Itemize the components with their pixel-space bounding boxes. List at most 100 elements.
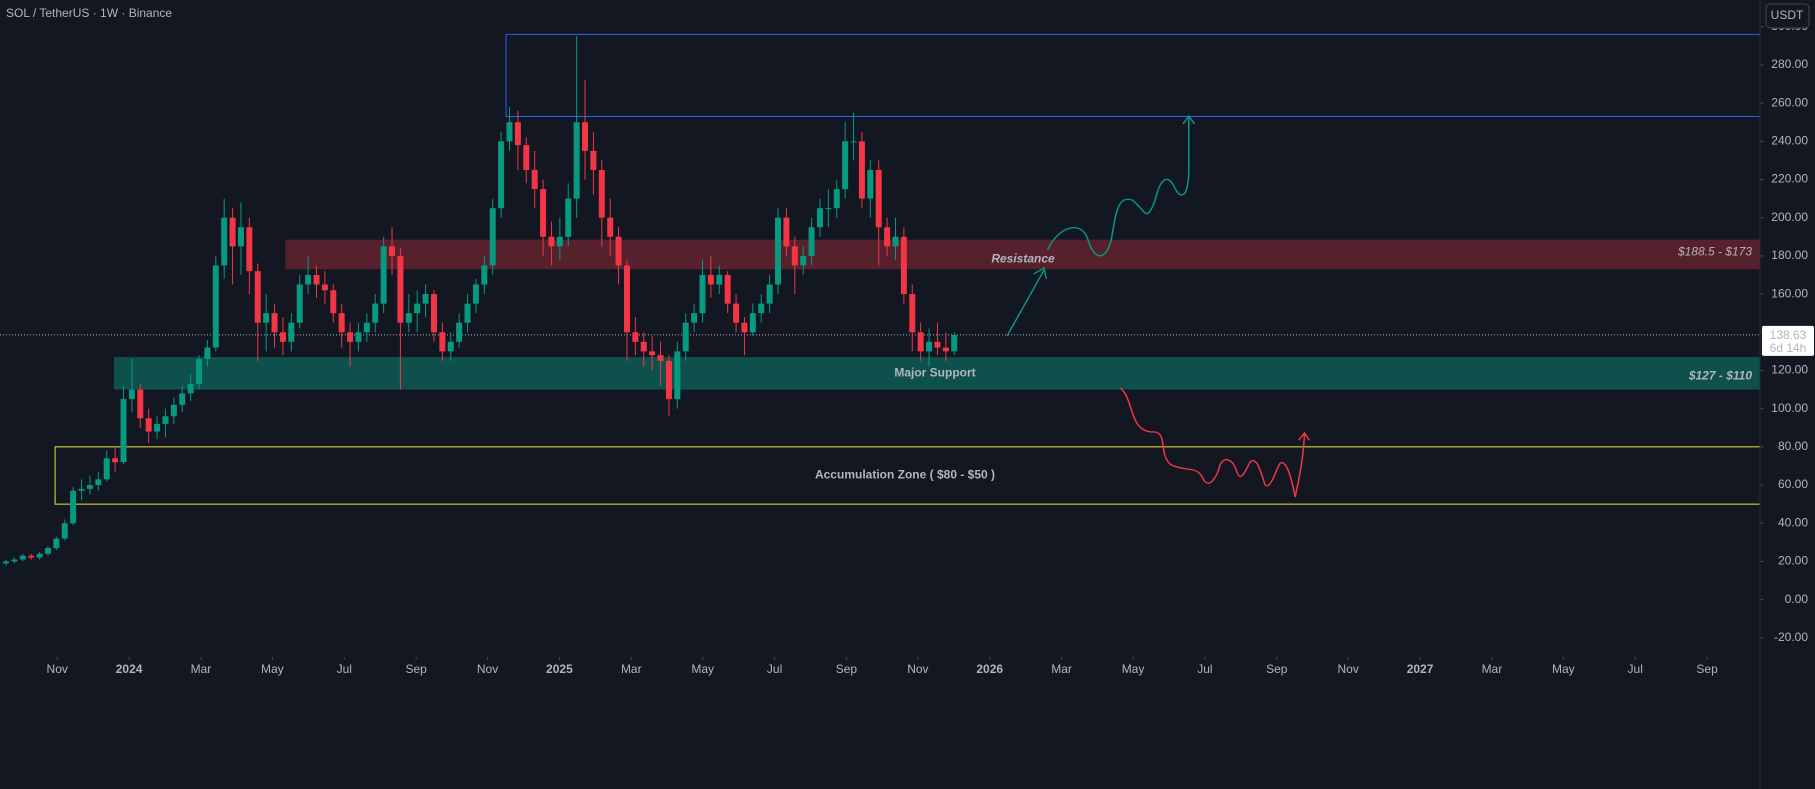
price-badge — [1762, 325, 1814, 356]
candle-body — [95, 479, 102, 486]
candle-body — [279, 332, 286, 342]
y-tick-label: 80.00 — [1778, 439, 1808, 453]
candle-body — [917, 332, 924, 352]
projection-drawings — [1006, 114, 1310, 498]
candle-body — [623, 265, 630, 333]
candle-body — [540, 189, 547, 237]
candle-body — [565, 198, 572, 237]
candle-body — [514, 122, 521, 146]
candle-body — [397, 255, 404, 323]
candle-body — [573, 122, 580, 199]
candle-body — [590, 150, 597, 170]
x-tick-label: Nov — [47, 662, 68, 676]
x-tick-label: 2027 — [1407, 662, 1434, 676]
candle-body — [439, 332, 446, 352]
candle-body — [934, 341, 941, 348]
candle-body — [724, 274, 731, 304]
candle-body — [145, 418, 152, 432]
candle-body — [405, 313, 412, 323]
x-tick-label: 2025 — [546, 662, 573, 676]
candle-body — [338, 313, 345, 333]
candle-body — [716, 274, 723, 285]
candle-body — [422, 294, 429, 304]
candle-body — [649, 351, 656, 356]
symbol-title: SOL / TetherUS · 1W · Binance — [6, 6, 172, 20]
candle-body — [598, 169, 605, 218]
candle-body — [531, 169, 538, 190]
candle-body — [607, 217, 614, 237]
x-tick-label: Mar — [1051, 662, 1072, 676]
candle-body — [498, 141, 505, 209]
candle-body — [330, 290, 337, 314]
candle-body — [19, 555, 26, 560]
candle-body — [246, 227, 253, 272]
candle-body — [347, 332, 354, 342]
y-tick-label: 180.00 — [1771, 248, 1808, 262]
candle-body — [380, 246, 387, 304]
candle-body — [11, 559, 18, 562]
candle-body — [691, 313, 698, 323]
candle-body — [162, 416, 169, 424]
candle-body — [389, 246, 396, 256]
candle-body — [447, 341, 454, 352]
zone-label: Major Support — [894, 366, 975, 380]
countdown-label: 6d 14h — [1770, 341, 1807, 355]
x-tick-label: Jul — [767, 662, 782, 676]
y-tick-label: 40.00 — [1778, 515, 1808, 529]
currency-button-label[interactable]: USDT — [1771, 8, 1804, 22]
candle-body — [867, 169, 874, 199]
candle-body — [204, 347, 211, 360]
x-tick-label: Nov — [907, 662, 928, 676]
y-tick-label: 120.00 — [1771, 363, 1808, 377]
bullish-projection — [1046, 114, 1196, 257]
candle-body — [154, 423, 161, 432]
candle-body — [733, 303, 740, 323]
y-tick-label: 260.00 — [1771, 95, 1808, 109]
x-tick-label: Sep — [405, 662, 427, 676]
candle-body — [372, 303, 379, 323]
candle-body — [884, 227, 891, 247]
candle-body — [858, 141, 865, 199]
candle-body — [430, 294, 437, 333]
x-tick-label: Mar — [1482, 662, 1503, 676]
candle-body — [3, 561, 10, 564]
currency-button[interactable] — [1765, 3, 1810, 29]
candle-body — [61, 523, 68, 539]
candle-body — [221, 217, 228, 266]
x-tick-label: May — [691, 662, 714, 676]
y-tick-label: 240.00 — [1771, 133, 1808, 147]
zone-label: Resistance — [991, 252, 1055, 266]
projection-arrow — [1006, 266, 1048, 337]
candle-body — [355, 332, 362, 342]
candle-body — [137, 389, 144, 419]
candle-body — [951, 334, 958, 352]
candle-body — [179, 393, 186, 405]
x-tick-label: Nov — [1338, 662, 1359, 676]
candle-body — [196, 359, 203, 384]
candle-body — [758, 303, 765, 314]
y-tick-label: 100.00 — [1771, 401, 1808, 415]
candle-body — [456, 322, 463, 342]
candle-body — [28, 555, 35, 558]
x-tick-label: Sep — [1266, 662, 1288, 676]
candle-body — [288, 322, 295, 342]
x-tick-label: 2024 — [116, 662, 143, 676]
candle-body — [229, 217, 236, 247]
x-tick-label: May — [1552, 662, 1575, 676]
candle-body — [305, 274, 312, 285]
candle-body — [86, 485, 93, 489]
candle-body — [665, 360, 672, 400]
candle-body — [892, 236, 899, 247]
candle-body — [296, 284, 303, 323]
candle-body — [489, 208, 496, 266]
candle-body — [212, 265, 219, 348]
candle-body — [707, 274, 714, 285]
zone — [285, 239, 1760, 270]
candle-body — [791, 246, 798, 266]
zone — [114, 357, 1761, 390]
y-tick-label: 20.00 — [1778, 554, 1808, 568]
candle-body — [800, 255, 807, 266]
candle-body — [556, 236, 563, 247]
y-tick-label: 220.00 — [1771, 172, 1808, 186]
zone-range-label: $188.5 - $173 — [1677, 245, 1752, 259]
